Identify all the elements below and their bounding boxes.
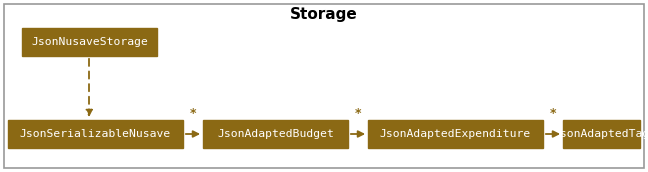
Bar — [22, 28, 157, 56]
Bar — [563, 120, 640, 148]
Bar — [8, 120, 183, 148]
Text: JsonAdaptedExpenditure: JsonAdaptedExpenditure — [380, 129, 531, 139]
Text: *: * — [550, 107, 556, 120]
Text: JsonAdaptedBudget: JsonAdaptedBudget — [217, 129, 334, 139]
Text: *: * — [354, 107, 361, 120]
Text: JsonAdaptedTag: JsonAdaptedTag — [553, 129, 648, 139]
Text: JsonNusaveStorage: JsonNusaveStorage — [31, 37, 148, 47]
Text: Storage: Storage — [290, 7, 358, 22]
Text: JsonSerializableNusave: JsonSerializableNusave — [20, 129, 171, 139]
Bar — [203, 120, 348, 148]
Text: *: * — [190, 107, 196, 120]
Bar — [368, 120, 543, 148]
